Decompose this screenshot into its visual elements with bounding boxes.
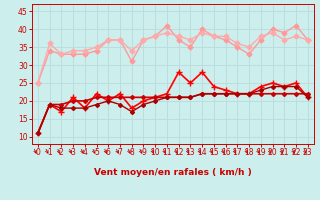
X-axis label: Vent moyen/en rafales ( km/h ): Vent moyen/en rafales ( km/h ) (94, 168, 252, 177)
